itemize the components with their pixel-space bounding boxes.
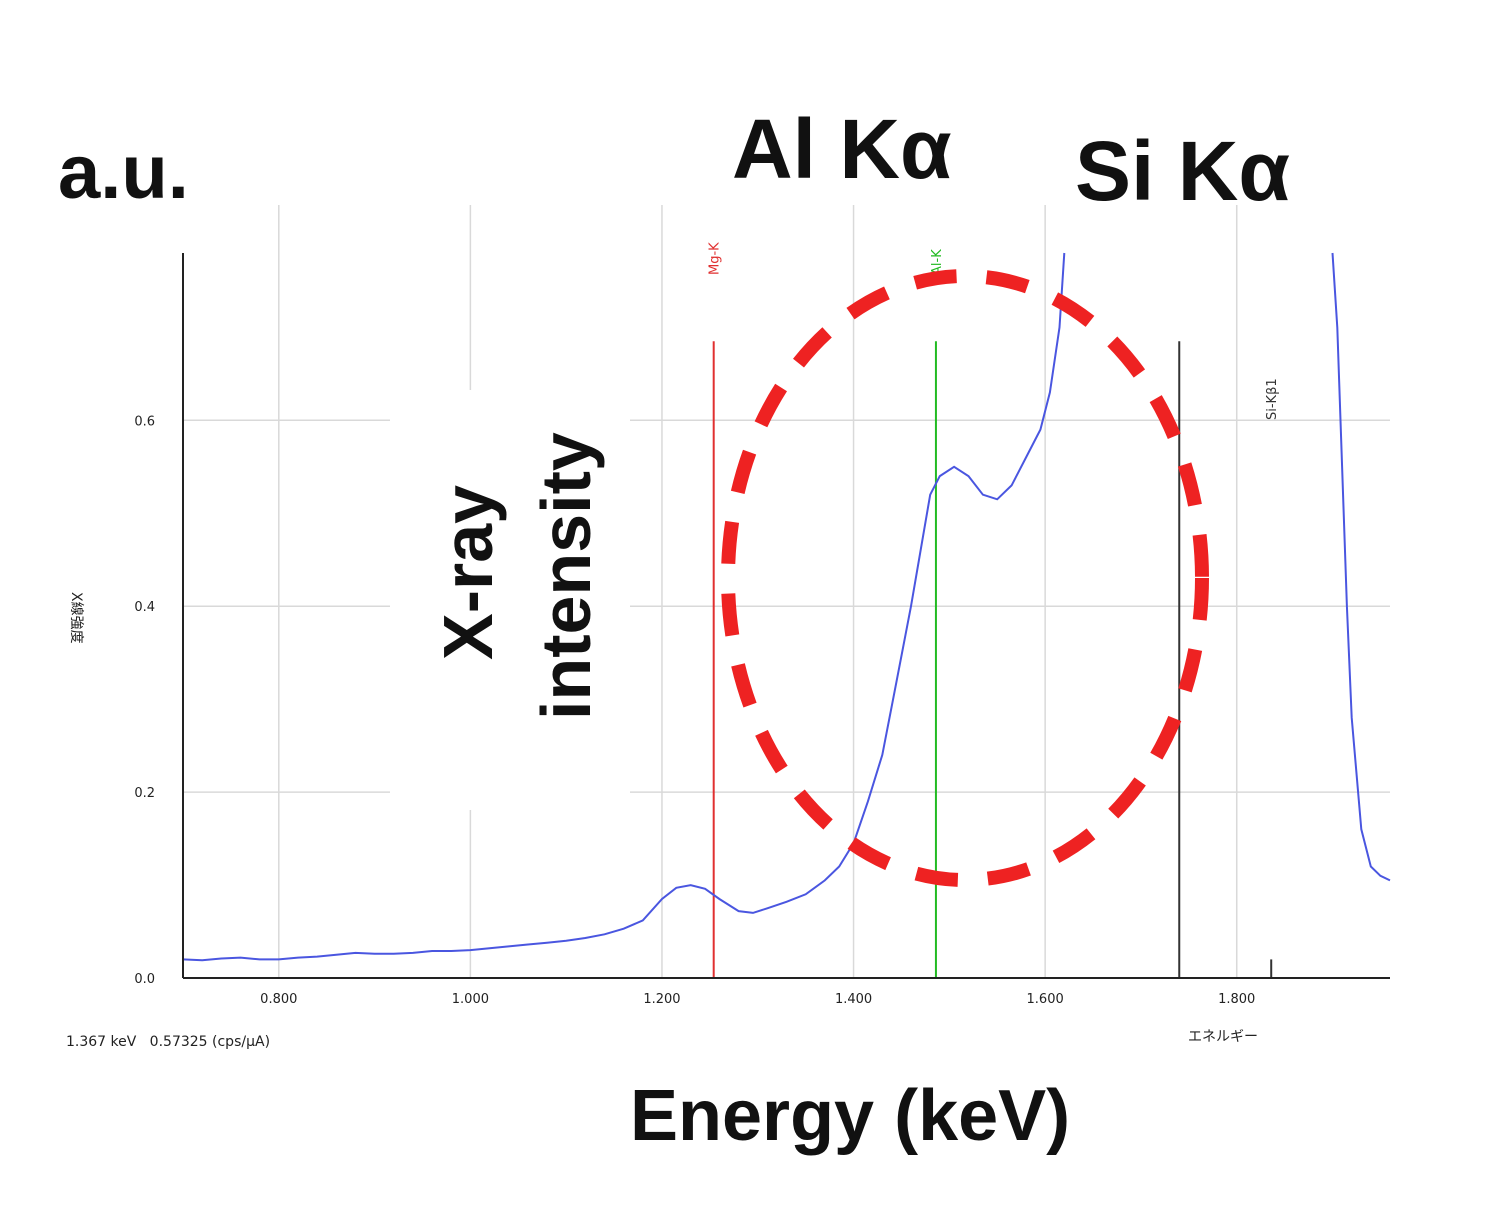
tick-labels: 0.800 1.000 1.200 1.400 1.600 1.800 0.0 0.2 0.4 0… [134, 414, 1255, 1007]
unit-label: a.u. [58, 130, 189, 215]
spectrum-series [182, 252, 1391, 962]
x-tick-label: 0.800 [260, 992, 297, 1007]
y-overlay-line2: intensity [527, 432, 605, 720]
si-peak-label: Si Kα [1075, 124, 1290, 218]
al-peak-label: Al Kα [732, 102, 952, 196]
y-tick-label: 0.0 [134, 972, 155, 987]
marker-label: Si-Kβ1 [1265, 378, 1280, 420]
x-tick-label: 1.000 [452, 992, 489, 1007]
highlight-circle [721, 269, 1209, 887]
grid-lines [183, 205, 1390, 978]
spectrum-line [182, 252, 1066, 962]
y-overlay-line1: X-ray [429, 485, 507, 660]
marker-label: Mg-K [708, 242, 723, 275]
x-axis-jp-label: エネルギー [1188, 1029, 1258, 1045]
x-overlay-label: Energy (keV) [630, 1076, 1070, 1156]
x-tick-label: 1.800 [1218, 992, 1255, 1007]
y-tick-label: 0.2 [134, 786, 155, 801]
y-tick-label: 0.4 [134, 600, 155, 615]
marker-label: Al-K [930, 249, 945, 275]
cursor-readout: 1.367 keV 0.57325 (cps/μA) [66, 1034, 270, 1050]
x-tick-label: 1.200 [643, 992, 680, 1007]
y-tick-label: 0.6 [134, 414, 155, 429]
x-tick-label: 1.400 [835, 992, 872, 1007]
x-tick-label: 1.600 [1027, 992, 1064, 1007]
y-axis-jp-label: X線強度 [68, 592, 84, 644]
spectrum-line [1331, 252, 1391, 882]
